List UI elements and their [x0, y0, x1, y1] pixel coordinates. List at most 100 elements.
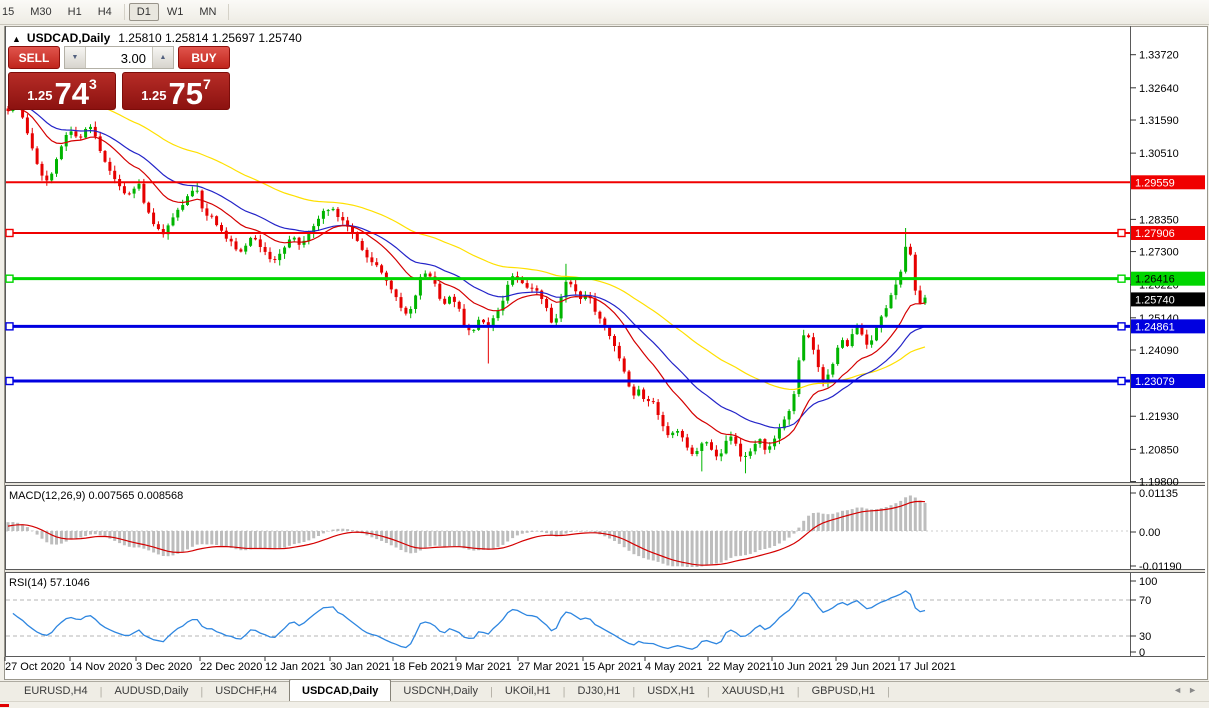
svg-text:30 Jan 2021: 30 Jan 2021 [330, 661, 391, 673]
timeframe-h4[interactable]: H4 [97, 6, 112, 18]
svg-text:1.24861: 1.24861 [1135, 321, 1175, 333]
hline-1.24861[interactable] [5, 322, 1130, 331]
status-strip [0, 701, 1209, 708]
price-tag-1.26416: 1.26416 [1131, 271, 1205, 286]
tab-usdcad-daily[interactable]: USDCAD,Daily [289, 678, 392, 703]
tab-separator: | [489, 685, 493, 698]
svg-text:27 Mar 2021: 27 Mar 2021 [518, 661, 580, 673]
toolbar-separator [123, 4, 125, 20]
volume-spinner: ▼ 3.00 ▲ [64, 46, 174, 69]
svg-text:-0.01190: -0.01190 [1139, 561, 1182, 573]
tab-gbpusd-h1[interactable]: GBPUSD,H1 [811, 685, 876, 697]
toolbar-separator [228, 4, 230, 20]
hline-1.27906[interactable] [5, 228, 1130, 238]
svg-text:18 Feb 2021: 18 Feb 2021 [393, 661, 455, 673]
tabs-scroll-right-icon[interactable]: ► [1188, 685, 1203, 695]
svg-text:22 May 2021: 22 May 2021 [708, 661, 772, 673]
svg-text:100: 100 [1139, 576, 1157, 588]
tab-ukoil-h1[interactable]: UKOil,H1 [504, 685, 551, 697]
volume-input[interactable]: 3.00 [120, 51, 146, 66]
svg-text:14 Nov 2020: 14 Nov 2020 [70, 661, 132, 673]
buy-button[interactable]: BUY [178, 46, 230, 69]
tab-usdcnh-daily[interactable]: USDCNH,Daily [403, 685, 478, 697]
ma-mid-line [7, 104, 926, 429]
svg-text:27 Oct 2020: 27 Oct 2020 [5, 661, 65, 673]
macd-signal-line [7, 500, 926, 566]
buy-price-pip: 7 [203, 76, 211, 92]
timeframe-15[interactable]: 15 [2, 6, 15, 18]
sell-button[interactable]: SELL [8, 46, 60, 69]
svg-text:3 Dec 2020: 3 Dec 2020 [136, 661, 192, 673]
svg-text:0.00: 0.00 [1139, 527, 1160, 539]
svg-text:12 Jan 2021: 12 Jan 2021 [265, 661, 326, 673]
svg-text:1.28350: 1.28350 [1139, 214, 1179, 226]
tab-eurusd-h4[interactable]: EURUSD,H4 [24, 685, 88, 697]
sell-price-prefix: 1.25 [27, 88, 53, 103]
chart-collapse-icon[interactable]: ▲ [12, 34, 21, 44]
hline-1.23079[interactable] [5, 376, 1130, 386]
svg-text:1.19800: 1.19800 [1139, 477, 1179, 489]
svg-text:1.33720: 1.33720 [1139, 50, 1179, 62]
chart-ohlc-values: 1.25810 1.25814 1.25697 1.25740 [118, 31, 302, 45]
one-click-trading-panel: SELL ▼ 3.00 ▲ BUY 1.25 74 3 1.25 75 7 [8, 46, 230, 110]
timeframe-toolbar: 15 M30 H1 H4 D1 W1 MN [0, 0, 1209, 25]
timeframe-mn[interactable]: MN [199, 6, 217, 18]
svg-text:1.25740: 1.25740 [1135, 294, 1175, 306]
svg-text:1.29559: 1.29559 [1135, 177, 1175, 189]
svg-text:15 Apr 2021: 15 Apr 2021 [583, 661, 642, 673]
chart-symbol-label: USDCAD,Daily [26, 31, 111, 45]
buy-price-box[interactable]: 1.25 75 7 [122, 72, 230, 110]
timeframe-d1[interactable]: D1 [128, 3, 159, 21]
tab-usdx-h1[interactable]: USDX,H1 [647, 685, 695, 697]
svg-text:1.31590: 1.31590 [1139, 115, 1179, 127]
timeframe-m30[interactable]: M30 [30, 6, 52, 18]
svg-text:4 May 2021: 4 May 2021 [645, 661, 702, 673]
buy-price-big: 75 [168, 76, 203, 111]
volume-decrease-button[interactable]: ▼ [65, 47, 86, 68]
tab-separator: | [200, 685, 204, 698]
sell-price-box[interactable]: 1.25 74 3 [8, 72, 116, 110]
svg-text:17 Jul 2021: 17 Jul 2021 [899, 661, 956, 673]
svg-text:9 Mar 2021: 9 Mar 2021 [456, 661, 512, 673]
timeframe-w1[interactable]: W1 [166, 6, 184, 18]
current-price-tag: 1.25740 [1131, 292, 1205, 307]
sell-price-big: 74 [54, 76, 89, 111]
price-tag-1.27906: 1.27906 [1131, 225, 1205, 240]
svg-text:30: 30 [1139, 631, 1151, 643]
buy-price-prefix: 1.25 [141, 88, 167, 103]
svg-text:1.32640: 1.32640 [1139, 83, 1179, 95]
sell-price-pip: 3 [89, 76, 97, 92]
tab-scroll-arrows: ◄► [1173, 685, 1203, 695]
tab-separator: | [99, 685, 103, 698]
svg-text:1.27906: 1.27906 [1135, 228, 1175, 240]
hline-1.26416[interactable] [5, 274, 1130, 283]
svg-text:1.30510: 1.30510 [1139, 148, 1179, 160]
svg-text:1.20850: 1.20850 [1139, 444, 1179, 456]
tab-separator: | [796, 685, 800, 698]
timeframe-h1[interactable]: H1 [67, 6, 82, 18]
svg-text:1.27300: 1.27300 [1139, 247, 1179, 259]
rsi-indicator-label: RSI(14) 57.1046 [9, 577, 90, 589]
tab-audusd-daily[interactable]: AUDUSD,Daily [114, 685, 189, 697]
tab-separator: | [706, 685, 710, 698]
tab-dj30-h1[interactable]: DJ30,H1 [577, 685, 621, 697]
ma-fast-line [7, 108, 926, 444]
tab-usdchf-h4[interactable]: USDCHF,H4 [215, 685, 277, 697]
tabs-scroll-left-icon[interactable]: ◄ [1173, 685, 1189, 695]
svg-text:29 Jun 2021: 29 Jun 2021 [836, 661, 897, 673]
svg-text:1.21930: 1.21930 [1139, 411, 1179, 423]
price-tag-1.29559: 1.29559 [1131, 175, 1205, 190]
chart-title: ▲ USDCAD,Daily 1.25810 1.25814 1.25697 1.2… [12, 31, 302, 45]
red-marker [0, 704, 9, 707]
svg-text:1.26416: 1.26416 [1135, 274, 1175, 286]
volume-increase-button[interactable]: ▲ [152, 47, 173, 68]
tab-separator: | [562, 685, 566, 698]
price-tag-1.23079: 1.23079 [1131, 374, 1205, 389]
macd-indicator-label: MACD(12,26,9) 0.007565 0.008568 [9, 490, 184, 502]
price-tag-1.24861: 1.24861 [1131, 319, 1205, 334]
x-axis: 27 Oct 2020 14 Nov 2020 3 Dec 2020 22 Dec 2… [4, 657, 956, 673]
svg-text:1.23079: 1.23079 [1135, 376, 1175, 388]
tab-xauusd-h1[interactable]: XAUUSD,H1 [721, 685, 785, 697]
